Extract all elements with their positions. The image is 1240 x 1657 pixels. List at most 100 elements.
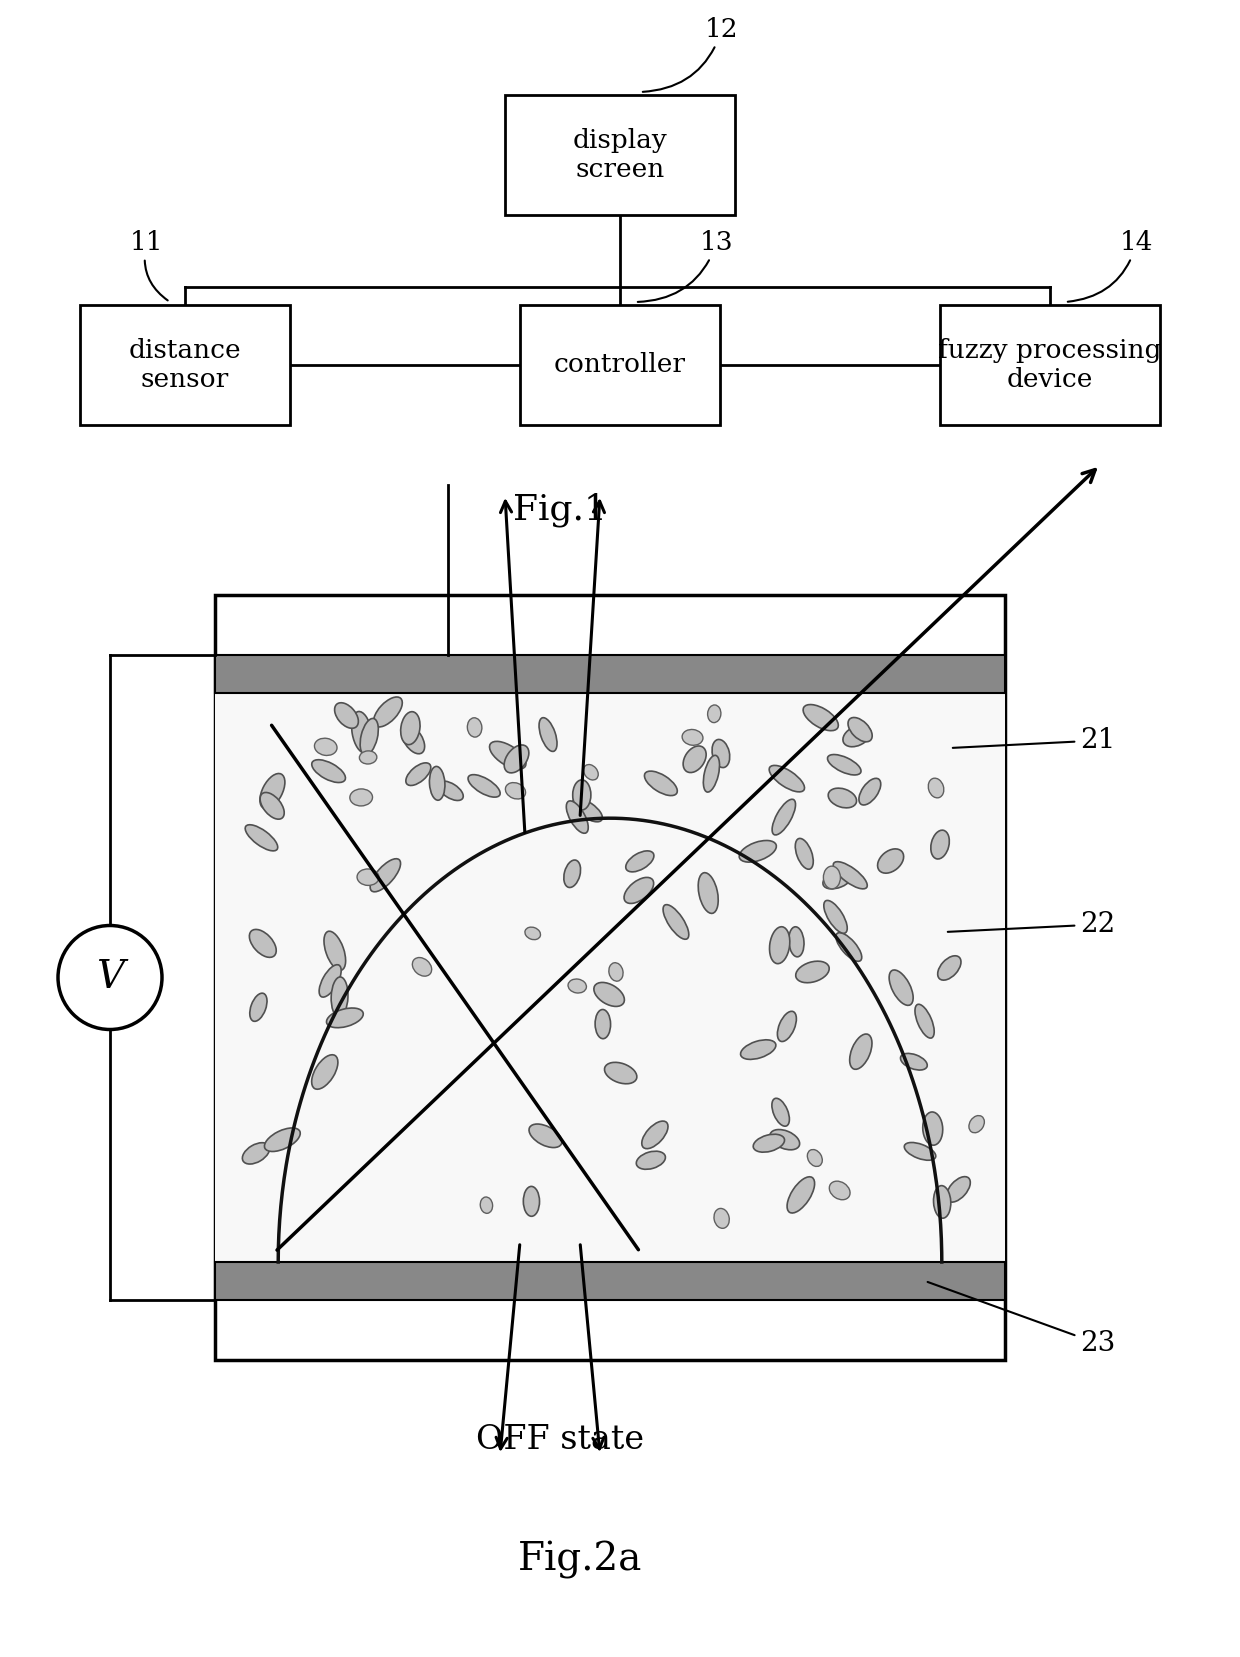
Ellipse shape: [934, 1186, 951, 1218]
Ellipse shape: [438, 780, 464, 800]
Ellipse shape: [249, 993, 267, 1021]
Ellipse shape: [264, 1128, 300, 1152]
Ellipse shape: [573, 799, 603, 822]
Ellipse shape: [605, 1062, 637, 1084]
Text: fuzzy processing
device: fuzzy processing device: [939, 338, 1162, 393]
Ellipse shape: [402, 726, 424, 754]
Ellipse shape: [624, 878, 653, 903]
Ellipse shape: [787, 1176, 815, 1213]
Text: Fig.1: Fig.1: [513, 492, 608, 527]
Bar: [505, 94, 735, 215]
Ellipse shape: [360, 719, 378, 756]
Ellipse shape: [714, 1208, 729, 1228]
Ellipse shape: [823, 867, 841, 888]
Ellipse shape: [937, 956, 961, 981]
Ellipse shape: [539, 717, 557, 751]
Ellipse shape: [703, 756, 719, 792]
Ellipse shape: [467, 775, 500, 797]
Ellipse shape: [833, 862, 867, 888]
Ellipse shape: [371, 858, 401, 891]
Ellipse shape: [242, 1143, 269, 1163]
Ellipse shape: [642, 1122, 668, 1148]
Ellipse shape: [260, 792, 284, 819]
Ellipse shape: [584, 764, 598, 780]
Ellipse shape: [568, 979, 587, 993]
Ellipse shape: [807, 1150, 822, 1167]
Ellipse shape: [889, 969, 913, 1006]
Bar: [940, 305, 1159, 424]
Text: 13: 13: [637, 230, 734, 302]
Ellipse shape: [626, 852, 653, 872]
Ellipse shape: [904, 1142, 936, 1160]
Ellipse shape: [663, 905, 688, 940]
Ellipse shape: [848, 717, 872, 742]
Ellipse shape: [523, 1186, 539, 1216]
Ellipse shape: [429, 767, 445, 800]
Ellipse shape: [878, 848, 904, 873]
Ellipse shape: [900, 1054, 928, 1070]
Ellipse shape: [931, 830, 950, 858]
Text: V: V: [95, 959, 124, 996]
Ellipse shape: [609, 963, 622, 981]
Bar: [81, 305, 290, 424]
Bar: [215, 1263, 1004, 1301]
Ellipse shape: [405, 762, 430, 785]
Ellipse shape: [968, 1115, 985, 1133]
Ellipse shape: [326, 1007, 363, 1027]
Ellipse shape: [946, 1176, 971, 1201]
Ellipse shape: [352, 711, 372, 752]
Ellipse shape: [413, 958, 432, 976]
Ellipse shape: [804, 704, 838, 731]
Ellipse shape: [796, 961, 830, 983]
Bar: [215, 655, 1004, 693]
Ellipse shape: [777, 1011, 796, 1042]
Ellipse shape: [740, 1041, 776, 1059]
Ellipse shape: [712, 739, 729, 767]
Ellipse shape: [315, 739, 337, 756]
Ellipse shape: [795, 838, 813, 870]
Ellipse shape: [573, 780, 591, 810]
Ellipse shape: [843, 726, 870, 747]
Ellipse shape: [859, 779, 880, 805]
Ellipse shape: [789, 926, 804, 956]
Ellipse shape: [827, 754, 861, 775]
Ellipse shape: [467, 717, 482, 737]
Ellipse shape: [260, 774, 285, 809]
Text: 12: 12: [642, 17, 739, 91]
Text: controller: controller: [554, 353, 686, 378]
Ellipse shape: [595, 1009, 610, 1039]
Bar: [215, 693, 1004, 1263]
Text: distance
sensor: distance sensor: [129, 338, 242, 393]
Ellipse shape: [529, 1123, 562, 1148]
Ellipse shape: [771, 1099, 790, 1127]
Ellipse shape: [915, 1004, 934, 1039]
Ellipse shape: [249, 930, 277, 958]
Bar: [215, 595, 1004, 1360]
Text: display
screen: display screen: [573, 128, 667, 182]
Ellipse shape: [849, 1034, 872, 1069]
Text: Fig.2a: Fig.2a: [518, 1541, 642, 1579]
Ellipse shape: [324, 931, 346, 971]
Ellipse shape: [401, 713, 420, 744]
Ellipse shape: [594, 983, 625, 1006]
Text: OFF state: OFF state: [476, 1423, 644, 1457]
Ellipse shape: [929, 779, 944, 799]
Text: 14: 14: [1068, 230, 1153, 302]
Ellipse shape: [350, 789, 372, 805]
Ellipse shape: [773, 799, 796, 835]
Ellipse shape: [311, 759, 346, 782]
Ellipse shape: [836, 933, 862, 961]
Ellipse shape: [246, 825, 278, 852]
Text: 22: 22: [947, 911, 1115, 938]
Ellipse shape: [373, 698, 402, 727]
Ellipse shape: [360, 751, 377, 764]
Ellipse shape: [828, 789, 857, 809]
Ellipse shape: [525, 928, 541, 940]
Ellipse shape: [770, 1130, 800, 1150]
Text: 11: 11: [130, 230, 167, 300]
Ellipse shape: [830, 1181, 851, 1200]
Ellipse shape: [357, 868, 379, 885]
Ellipse shape: [923, 1112, 942, 1145]
Ellipse shape: [753, 1135, 785, 1152]
Ellipse shape: [769, 766, 805, 792]
